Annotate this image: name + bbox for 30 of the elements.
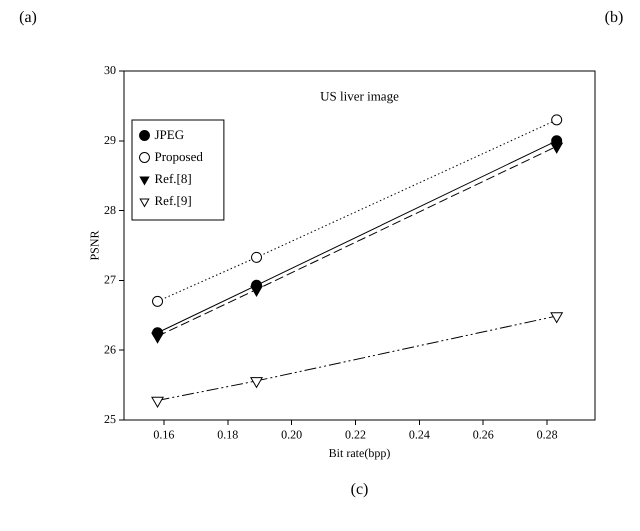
text: (a) [19,9,37,26]
x-tick-label: 0.28 [536,427,558,442]
y-tick-label: 26 [104,342,116,356]
point [251,252,262,263]
x-tick-label: 0.26 [472,427,494,442]
x-tick-label: 0.20 [281,427,302,442]
point [151,396,164,408]
x-axis-title: Bit rate(bpp) [328,446,390,460]
x-tick-label: 0.22 [345,427,366,442]
y-tick-label: 28 [104,202,116,217]
legend-label: JPEG [154,126,184,142]
y-tick-label: 29 [104,132,116,147]
legend-label: Proposed [154,148,204,164]
x-tick-label: 0.24 [408,427,430,442]
legend-label: Ref.[9] [154,192,192,208]
y-axis-title: PSNR [87,230,102,261]
text: (b) [604,9,624,26]
y-tick-label: 25 [104,412,116,426]
point [152,327,164,338]
x-tick-label: 0.18 [217,427,238,442]
legend-label: Ref.[8] [154,170,192,186]
text: US liver image [320,88,400,104]
point [551,114,562,126]
text: (c) [350,481,368,498]
x-tick-label: 0.16 [153,427,174,442]
point [550,312,563,323]
point [152,296,164,307]
y-tick-label: 30 [104,63,116,78]
y-tick-label: 27 [104,272,116,287]
point [250,377,263,388]
